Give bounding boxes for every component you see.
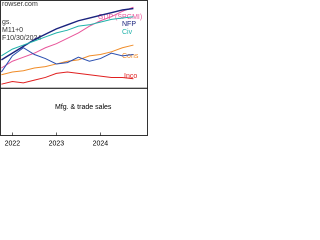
series-label: NFP [122, 21, 136, 28]
series-line [1, 44, 134, 76]
x-tick-label: 2024 [93, 140, 109, 147]
series-line [0, 47, 134, 73]
series-line [1, 7, 134, 61]
annotation: F10/30/2024 [2, 35, 41, 42]
series-label: Mfg. & trade sales [55, 104, 112, 111]
annotation: rowser.com [2, 1, 38, 8]
series-label: Inco [124, 73, 137, 80]
series-line [1, 16, 134, 57]
annotation: M11+0 [2, 27, 23, 34]
x-tick-label: 2022 [5, 140, 21, 147]
annotation: gs. [2, 19, 11, 26]
x-tick-label: 2023 [49, 140, 65, 147]
plot-frame [0, 0, 148, 136]
chart: 2022 2023 2024 rowser.com gs.M11+0F10/30/202… [0, 0, 148, 147]
series-label: Civ [122, 29, 133, 36]
series-line [1, 6, 134, 69]
series-line [1, 71, 134, 85]
series-label: Cons [122, 53, 139, 60]
series-label: GDP (SPGMI) [98, 14, 142, 21]
